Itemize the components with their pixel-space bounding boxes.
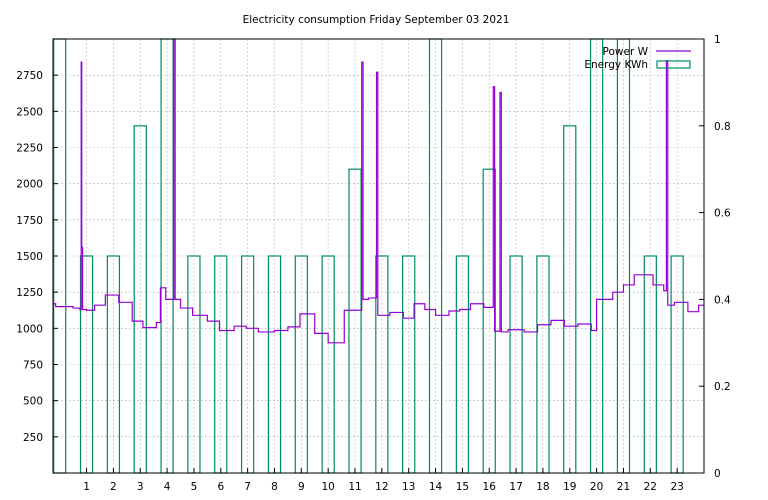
x-tick-label: 16 xyxy=(483,481,497,493)
chart-title: Electricity consumption Friday September… xyxy=(243,14,510,26)
x-tick-label: 11 xyxy=(348,481,361,493)
x-tick-label: 4 xyxy=(164,481,171,493)
y-tick-label: 500 xyxy=(23,396,43,408)
y-tick-label: 750 xyxy=(23,360,43,372)
x-tick-label: 5 xyxy=(191,481,198,493)
power-line xyxy=(53,38,704,344)
power-line-layer xyxy=(53,38,704,344)
y-tick-label: 2000 xyxy=(16,179,43,191)
y2-tick-label: 0.2 xyxy=(714,381,731,393)
y-tick-label: 2750 xyxy=(16,70,43,82)
y2-tick-label: 0.8 xyxy=(714,121,731,133)
y2-tick-label: 1 xyxy=(714,34,721,46)
x-tick-label: 18 xyxy=(536,481,549,493)
x-tick-label: 23 xyxy=(670,481,683,493)
y-tick-label: 1500 xyxy=(16,251,43,263)
y2-tick-label: 0.4 xyxy=(714,294,731,306)
x-tick-label: 13 xyxy=(402,481,415,493)
y-tick-label: 1750 xyxy=(16,215,43,227)
x-tick-label: 12 xyxy=(375,481,388,493)
x-tick-label: 7 xyxy=(244,481,251,493)
x-tick-label: 10 xyxy=(321,481,334,493)
x-tick-label: 21 xyxy=(617,481,630,493)
x-tick-label: 20 xyxy=(590,481,603,493)
y-tick-label: 1250 xyxy=(16,287,43,299)
legend: Power W Energy KWh xyxy=(584,46,691,71)
x-tick-label: 19 xyxy=(563,481,576,493)
legend-label-energy: Energy KWh xyxy=(584,59,648,71)
y-tick-label: 2500 xyxy=(16,106,43,118)
x-tick-label: 1 xyxy=(83,481,90,493)
x-tick-label: 15 xyxy=(456,481,469,493)
y-tick-label: 250 xyxy=(23,432,43,444)
y2-tick-label: 0.6 xyxy=(714,208,731,220)
x-tick-label: 6 xyxy=(217,481,224,493)
energy-bars xyxy=(53,38,684,474)
x-tick-label: 17 xyxy=(509,481,522,493)
y2-tick-label: 0 xyxy=(714,468,721,480)
x-tick-label: 9 xyxy=(298,481,305,493)
x-tick-label: 8 xyxy=(271,481,278,493)
legend-label-power: Power W xyxy=(603,46,649,58)
axis-ticks: 1 2 3 4 5 6 7 8 9 10 11 12 13 14 15 16 17 18 19 20 21 22 23250… xyxy=(16,34,731,493)
x-tick-label: 3 xyxy=(137,481,144,493)
y-tick-label: 1000 xyxy=(16,323,43,335)
x-tick-label: 22 xyxy=(644,481,657,493)
y-tick-label: 2250 xyxy=(16,143,43,155)
x-tick-label: 14 xyxy=(429,481,443,493)
x-tick-label: 2 xyxy=(110,481,117,493)
legend-swatch-energy xyxy=(656,60,691,69)
